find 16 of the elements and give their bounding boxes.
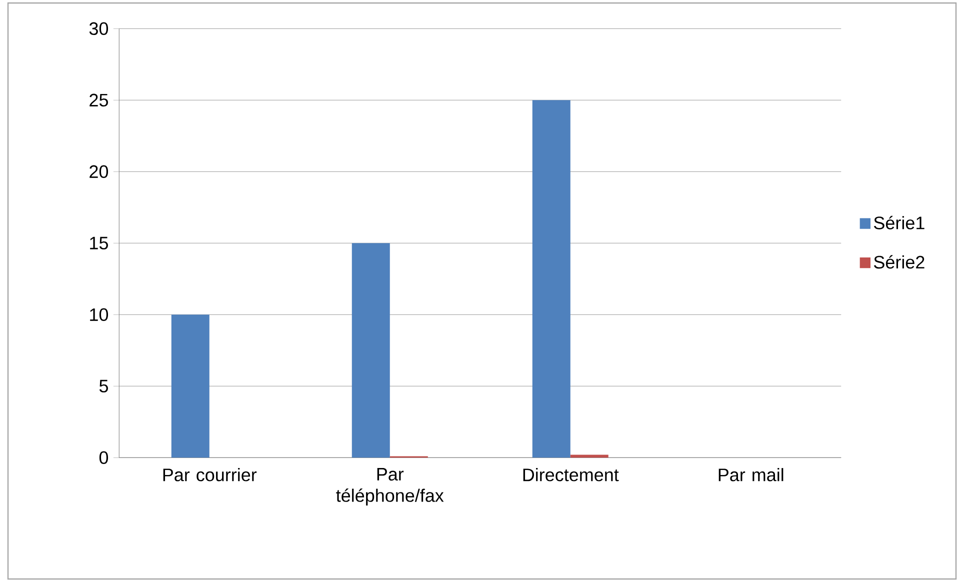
y-tick-label: 25 <box>90 94 108 107</box>
bar <box>171 314 210 458</box>
y-tick-label: 10 <box>90 308 108 322</box>
y-tick-label: 5 <box>99 380 108 392</box>
x-tick-label: Par téléphone/fax <box>336 468 444 506</box>
legend-label: Série2 <box>874 255 924 269</box>
bar <box>532 100 570 458</box>
x-tick-label: Par mail <box>718 468 784 482</box>
x-tick-label: Par courrier <box>163 468 257 482</box>
bar <box>352 243 390 458</box>
y-tick-label: 15 <box>90 236 108 250</box>
legend-label: Série1 <box>874 216 924 230</box>
y-tick-label: 30 <box>89 22 108 36</box>
y-tick-label: 0 <box>99 451 108 464</box>
y-tick-label: 20 <box>90 165 108 178</box>
x-tick-label: Directement <box>523 468 619 482</box>
